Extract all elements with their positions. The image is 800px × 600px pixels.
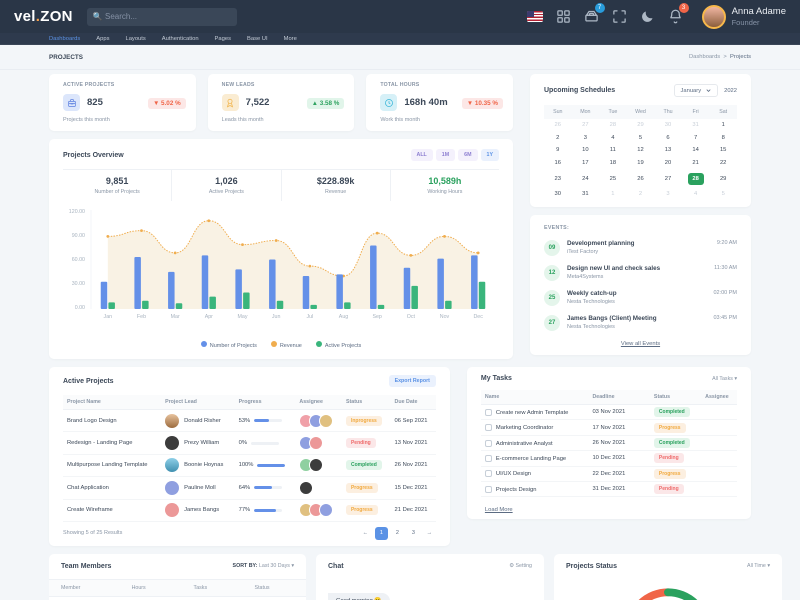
svg-text:Nov: Nov <box>440 314 450 320</box>
svg-text:Sep: Sep <box>372 314 381 320</box>
svg-text:Feb: Feb <box>137 314 146 320</box>
svg-text:Mar: Mar <box>171 314 180 320</box>
svg-text:90.00: 90.00 <box>72 233 85 239</box>
svg-text:0.00: 0.00 <box>75 305 85 311</box>
svg-text:Aug: Aug <box>339 314 348 320</box>
svg-text:May: May <box>237 314 247 320</box>
svg-text:Dec: Dec <box>473 314 483 320</box>
svg-text:Apr: Apr <box>205 314 213 320</box>
svg-text:30.00: 30.00 <box>72 281 85 287</box>
svg-text:Jan: Jan <box>104 314 113 320</box>
svg-text:Jun: Jun <box>272 314 281 320</box>
svg-text:Jul: Jul <box>306 314 313 320</box>
svg-text:120.00: 120.00 <box>69 209 85 215</box>
svg-text:Oct: Oct <box>407 314 416 320</box>
svg-text:60.00: 60.00 <box>72 257 85 263</box>
